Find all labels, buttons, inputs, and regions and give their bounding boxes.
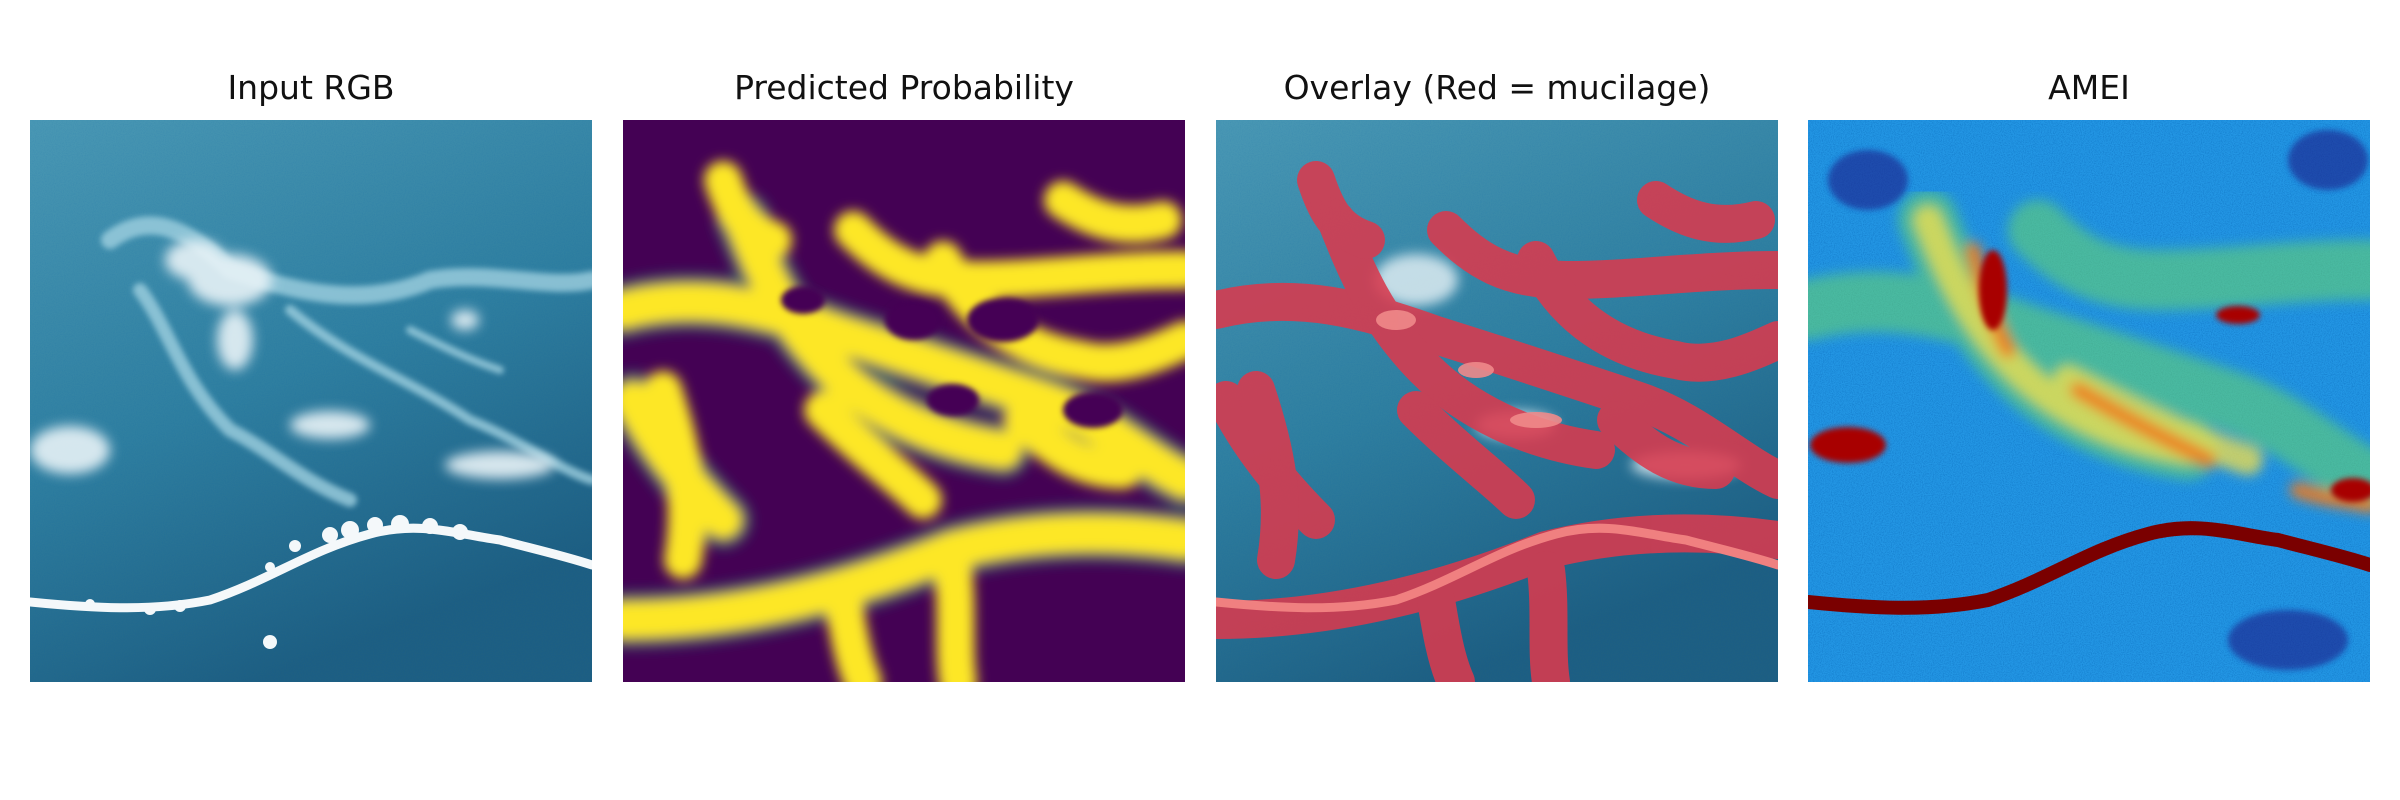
panel-title-predicted-probability: Predicted Probability [734,68,1074,107]
panel-title-amei: AMEI [2048,68,2130,107]
panel-input-rgb: Input RGB [30,0,592,800]
input-rgb-image [30,120,592,682]
panel-title-overlay: Overlay (Red = mucilage) [1283,68,1711,107]
amei-image [1808,120,2370,682]
panel-predicted-probability: Predicted Probability [623,0,1185,800]
predicted-probability-image [623,120,1185,682]
overlay-image [1216,120,1778,682]
panel-title-input-rgb: Input RGB [227,68,395,107]
panel-amei: AMEI [1808,0,2370,800]
panel-overlay: Overlay (Red = mucilage) [1216,0,1778,800]
